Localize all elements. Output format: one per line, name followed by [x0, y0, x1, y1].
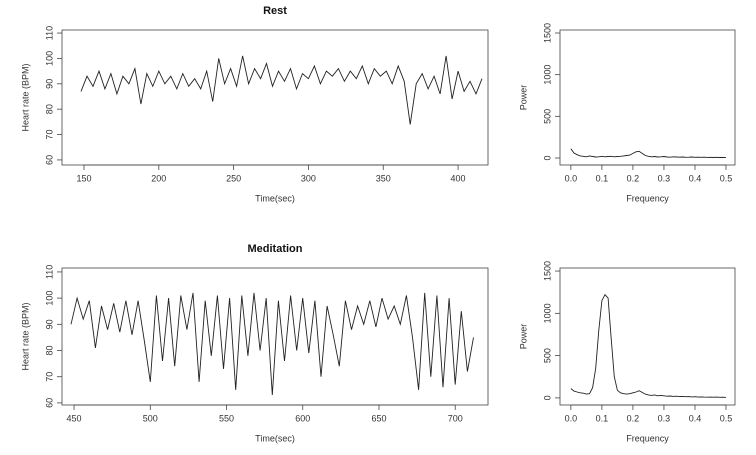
y-tick-label: 1500: [542, 261, 552, 281]
y-tick-label: 1500: [542, 23, 552, 43]
x-tick-label: 0.1: [596, 173, 609, 183]
x-tick-label: 600: [295, 413, 310, 423]
x-axis-label: Frequency: [626, 193, 669, 203]
x-tick-label: 0.2: [627, 173, 640, 183]
x-axis-label: Time(sec): [255, 193, 295, 203]
y-axis-label: Heart rate (BPM): [20, 63, 30, 131]
y-axis-label: Power: [518, 324, 528, 350]
y-tick-label: 1000: [542, 65, 552, 85]
x-tick-label: 700: [448, 413, 463, 423]
x-tick-label: 0.1: [596, 413, 609, 423]
x-tick-label: 350: [376, 173, 391, 183]
x-tick-label: 0.0: [565, 173, 578, 183]
plot-frame: [61, 29, 489, 166]
x-tick-label: 450: [67, 413, 82, 423]
x-tick-label: 550: [219, 413, 234, 423]
y-tick-label: 110: [44, 26, 54, 40]
y-axis-label: Heart rate (BPM): [20, 302, 30, 370]
y-tick-label: 0: [542, 155, 552, 160]
x-tick-label: 0.3: [658, 173, 671, 183]
y-tick-label: 70: [44, 130, 54, 140]
y-tick-label: 1000: [542, 303, 552, 323]
data-line: [570, 293, 727, 398]
y-tick-label: 500: [542, 109, 552, 124]
y-tick-label: 500: [542, 348, 552, 363]
y-tick-label: 70: [44, 372, 54, 382]
x-axis-label: Time(sec): [255, 433, 295, 443]
data-line: [570, 148, 727, 159]
y-tick-label: 60: [44, 155, 54, 165]
x-tick-label: 0.0: [565, 413, 578, 423]
plot-frame: [559, 29, 736, 166]
plot-frame: [559, 267, 736, 406]
y-tick-label: 100: [44, 291, 54, 306]
y-axis-label: Power: [518, 85, 528, 111]
y-tick-label: 110: [44, 265, 54, 279]
panel-title: Rest: [263, 5, 287, 17]
y-tick-label: 100: [44, 51, 54, 66]
y-tick-label: 80: [44, 346, 54, 356]
plot-frame: [61, 267, 489, 406]
x-tick-label: 250: [226, 173, 241, 183]
x-tick-label: 150: [76, 173, 91, 183]
x-tick-label: 0.2: [627, 413, 640, 423]
x-tick-label: 300: [301, 173, 316, 183]
x-tick-label: 0.3: [658, 413, 671, 423]
data-line: [70, 292, 474, 396]
y-tick-label: 60: [44, 398, 54, 408]
x-tick-label: 400: [451, 173, 466, 183]
panel-title: Meditation: [248, 243, 303, 255]
x-tick-label: 500: [143, 413, 158, 423]
x-tick-label: 200: [151, 173, 166, 183]
y-tick-label: 80: [44, 104, 54, 114]
x-axis-label: Frequency: [626, 433, 669, 443]
x-tick-label: 650: [371, 413, 386, 423]
x-tick-label: 0.4: [689, 413, 702, 423]
y-tick-label: 90: [44, 79, 54, 89]
data-line: [80, 55, 483, 125]
x-tick-label: 0.5: [720, 173, 733, 183]
x-tick-label: 0.4: [689, 173, 702, 183]
x-tick-label: 0.5: [720, 413, 733, 423]
y-tick-label: 0: [542, 395, 552, 400]
y-tick-label: 90: [44, 319, 54, 329]
